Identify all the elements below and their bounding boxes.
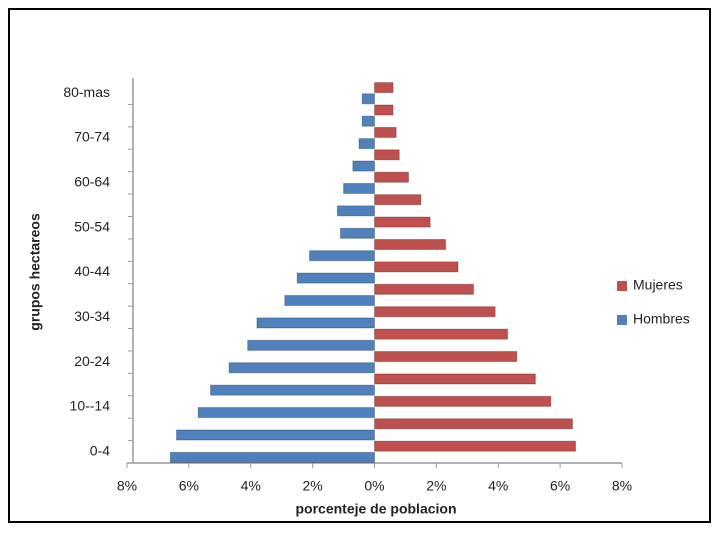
bar — [256, 317, 375, 329]
bar — [176, 429, 375, 441]
bar — [374, 104, 394, 116]
y-tick-label: 70-74 — [74, 129, 110, 145]
y-tick-label: 60-64 — [74, 174, 110, 190]
x-tick-label: 8% — [612, 478, 632, 494]
bar — [284, 294, 375, 307]
chart-frame — [8, 8, 711, 523]
y-tick-label: 0-4 — [90, 442, 110, 458]
bar — [361, 115, 375, 127]
y-tick-label: 80-mas — [63, 84, 110, 100]
bar — [374, 149, 400, 161]
y-tick-label: 10--14 — [70, 398, 111, 414]
bar — [374, 261, 459, 273]
x-tick-label: 6% — [550, 478, 570, 494]
legend-label: Hombres — [633, 311, 690, 327]
x-tick-label: 0% — [364, 478, 384, 494]
bar — [374, 82, 394, 94]
bar — [309, 250, 375, 262]
legend-swatch — [617, 281, 627, 291]
x-axis-title: porcenteje de poblacion — [295, 501, 456, 517]
bar — [374, 306, 496, 318]
bar — [210, 384, 375, 396]
bar — [228, 362, 375, 374]
bar — [197, 407, 375, 419]
bar — [339, 227, 375, 239]
bar — [352, 160, 375, 172]
y-tick-label: 40-44 — [74, 263, 110, 279]
legend-swatch — [617, 315, 627, 325]
bar — [374, 440, 577, 452]
x-tick-label: 4% — [241, 478, 261, 494]
x-tick-label: 8% — [117, 478, 137, 494]
bar — [336, 205, 375, 217]
bar — [361, 93, 375, 105]
bar — [247, 339, 375, 351]
x-tick-label: 6% — [179, 478, 199, 494]
bar — [374, 373, 536, 385]
legend-label: Mujeres — [633, 277, 683, 293]
bar — [374, 194, 422, 206]
x-tick-label: 2% — [426, 478, 446, 494]
y-tick-label: 30-34 — [74, 308, 110, 324]
bar — [374, 351, 518, 363]
y-tick-label: 50-54 — [74, 218, 110, 234]
x-tick-label: 2% — [303, 478, 323, 494]
x-tick-label: 4% — [488, 478, 508, 494]
y-tick-label: 20-24 — [74, 353, 110, 369]
y-axis-title: grupos hectareos — [27, 213, 43, 331]
bar — [374, 216, 431, 228]
bar — [343, 182, 375, 194]
bar — [374, 283, 474, 295]
bar — [374, 126, 397, 138]
bar — [374, 328, 509, 340]
bar — [374, 238, 447, 251]
bar — [374, 171, 410, 183]
bar — [358, 138, 375, 150]
bar — [169, 451, 375, 463]
bar — [374, 418, 573, 430]
bar — [374, 395, 552, 407]
bar — [296, 272, 375, 284]
